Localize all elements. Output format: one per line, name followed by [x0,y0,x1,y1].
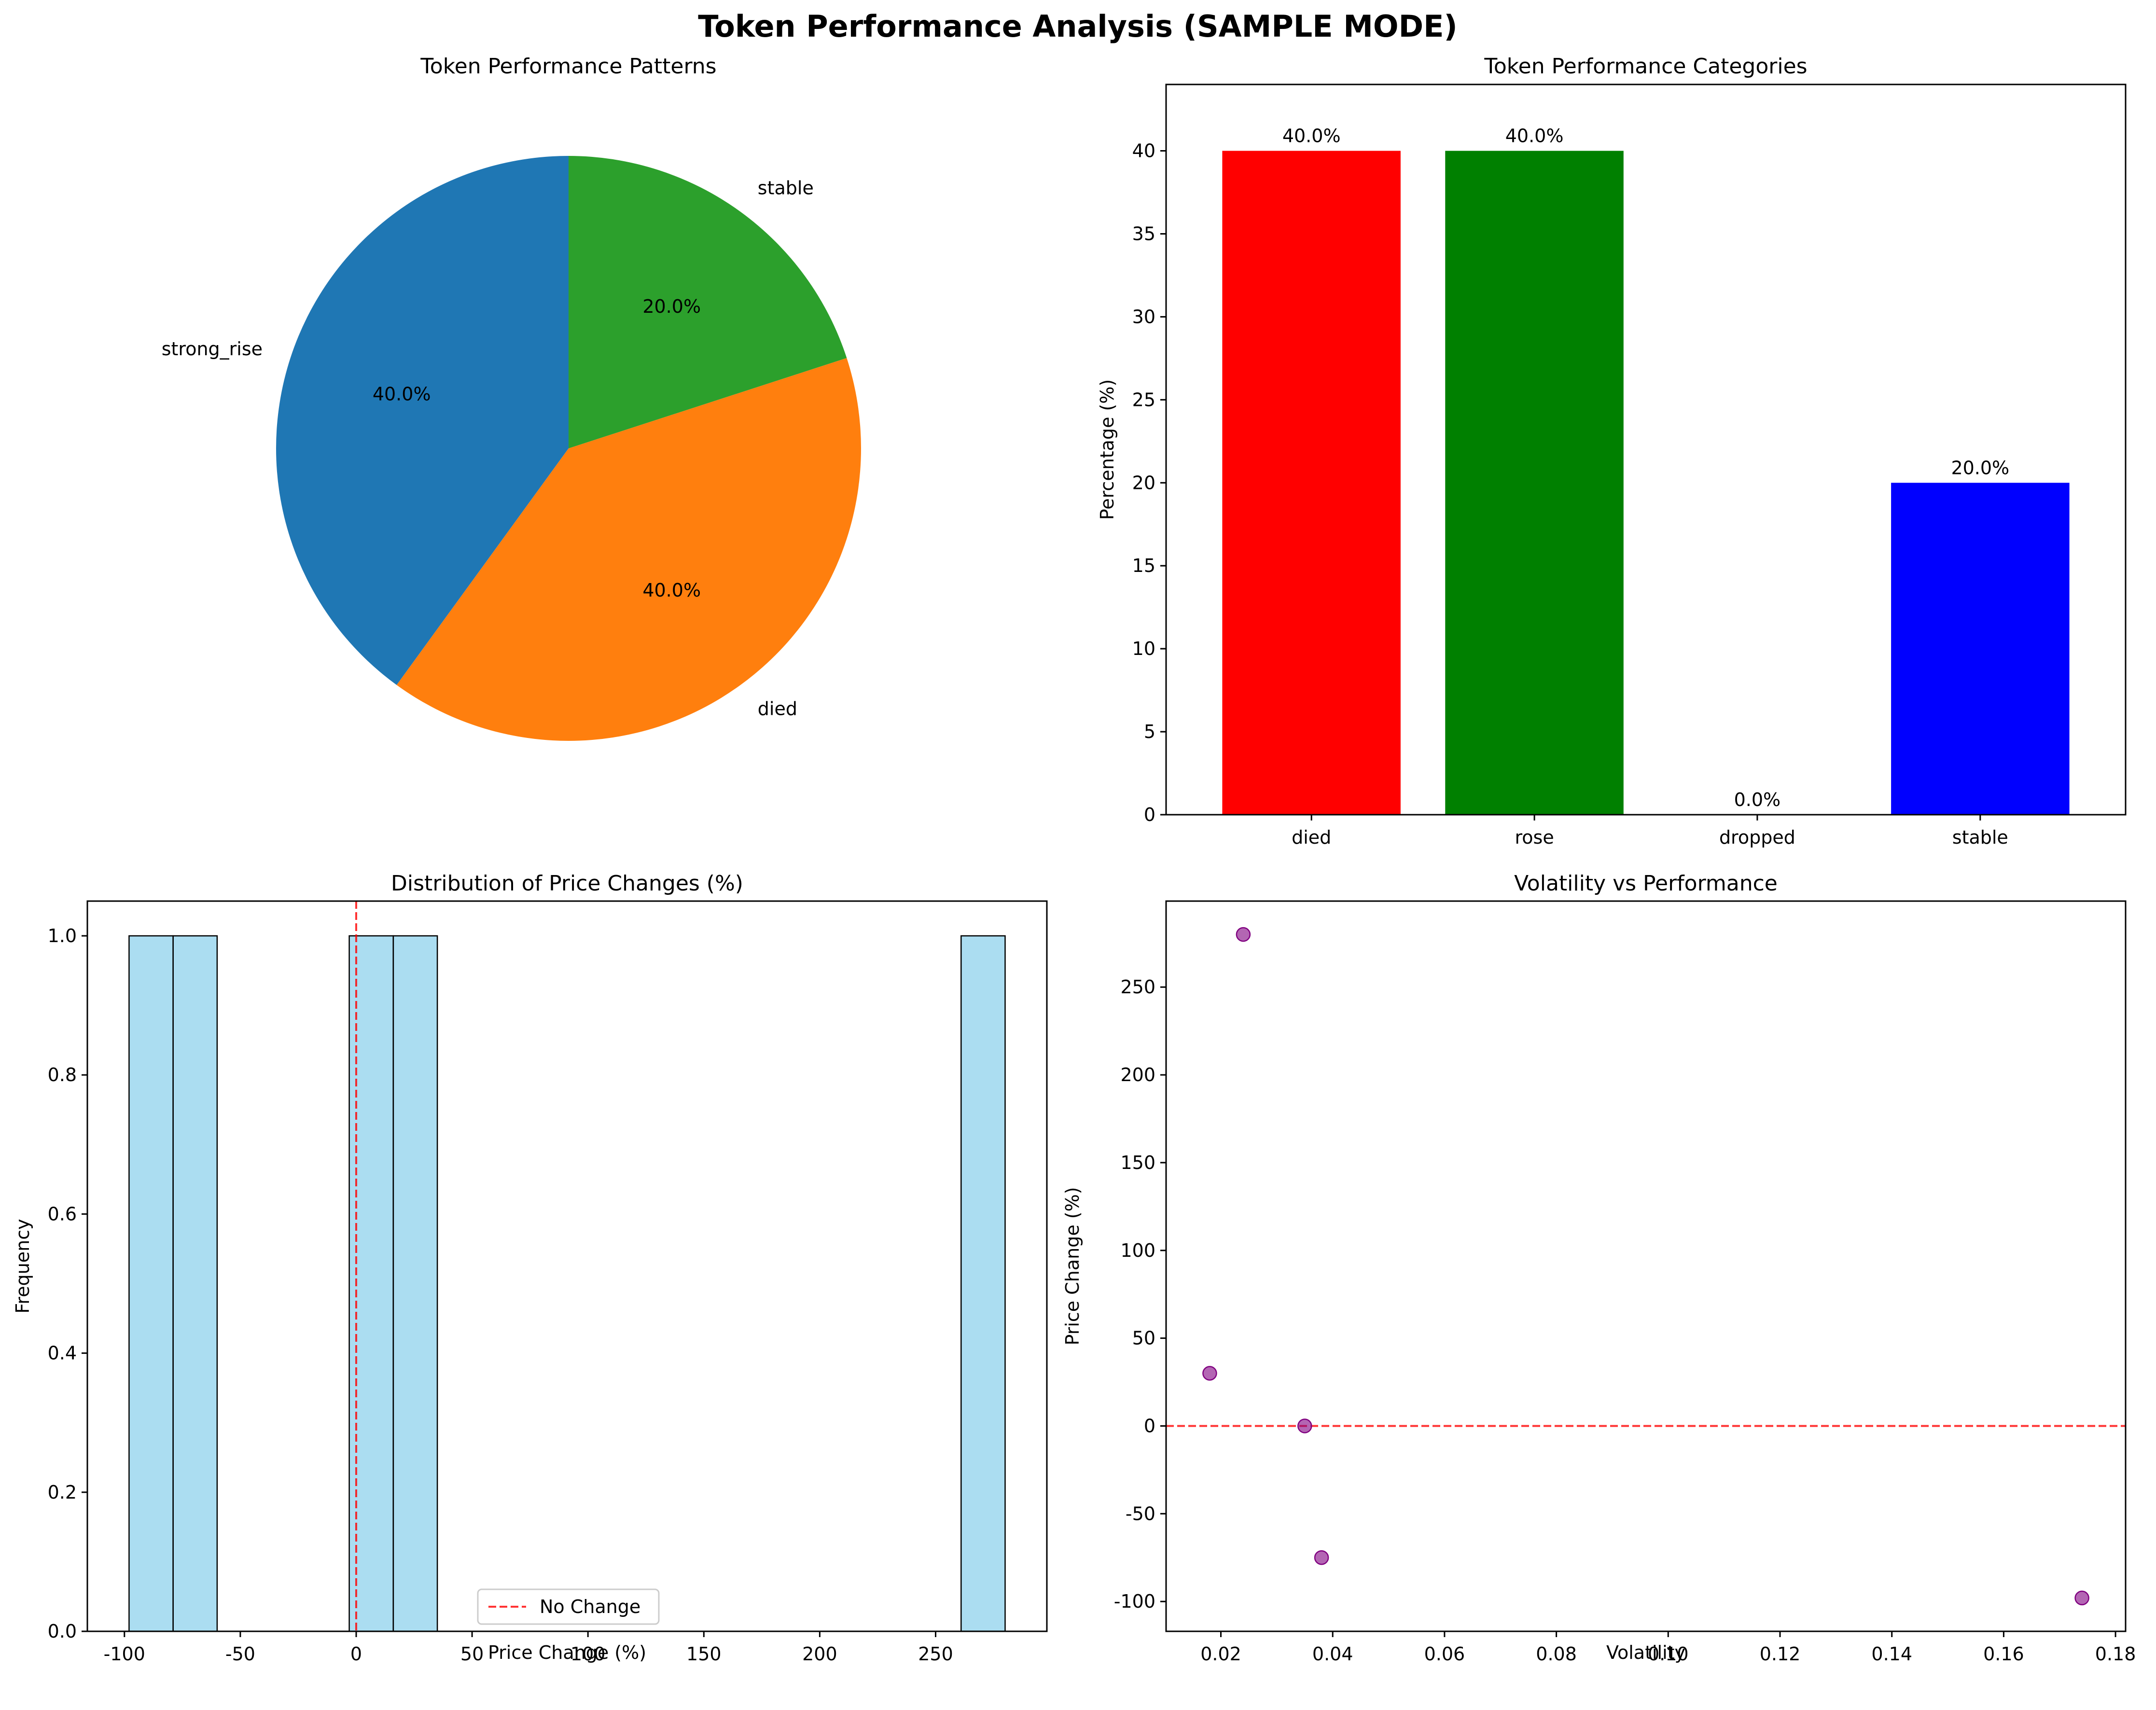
pie-slice-label: stable [758,178,814,199]
x-tick-label: 0.08 [1536,1643,1577,1665]
y-tick-label: 0.8 [48,1064,77,1085]
x-tick-label: 0.06 [1424,1643,1465,1665]
pie-pct-label: 20.0% [642,296,701,317]
histogram-bar [960,935,1006,1632]
y-tick-label: -100 [1114,1591,1155,1612]
x-tick-label: 50 [460,1643,484,1665]
y-tick-label: 20 [1132,472,1155,493]
histogram-legend-box [477,1588,660,1625]
x-tick-label: 150 [686,1643,722,1665]
bar-value-label: 40.0% [1282,125,1341,147]
y-tick-label: 250 [1120,976,1155,998]
bar-axes-frame [1165,83,2127,816]
x-tick-label: 0.04 [1312,1643,1353,1665]
histogram-title: Distribution of Price Changes (%) [391,871,743,896]
x-tick-label: 0.16 [1983,1643,2024,1665]
scatter-axes-frame [1165,900,2127,1632]
y-tick-label: 35 [1132,223,1155,245]
scatter-plot-panel: Volatility vs Performance 0.02 0.04 0.06 0.0… [1062,871,2136,1665]
bar-value-label: 40.0% [1505,125,1564,147]
y-tick-label: 200 [1120,1064,1155,1085]
y-tick-label: 0.4 [48,1343,77,1364]
pie-pct-label: 40.0% [642,580,701,601]
histogram-bar [128,935,174,1632]
x-tick-label: 0.02 [1200,1643,1241,1665]
scatter-point [1202,1366,1217,1381]
x-tick-label: 100 [570,1643,606,1665]
x-tick-label: 0 [350,1643,362,1665]
scatter-point [1314,1550,1329,1565]
figure-suptitle: Token Performance Analysis (SAMPLE MODE) [698,9,1458,44]
x-tick-label: 0.14 [1871,1643,1912,1665]
pie-slice-stable [569,156,847,448]
x-tick-label: 250 [918,1643,953,1665]
y-tick-label: 50 [1132,1328,1155,1349]
y-tick-label: -50 [1126,1503,1155,1524]
y-tick-label: 25 [1132,389,1155,410]
y-tick-label: 150 [1120,1152,1155,1173]
bar-y-axis-label: Percentage (%) [1097,379,1118,520]
histogram-x-axis-label: Price Change (%) [488,1642,646,1663]
x-tick-label: -50 [225,1643,255,1665]
legend-label: No Change [540,1596,640,1617]
x-tick-label: dropped [1719,827,1795,848]
pie-slice-label: strong_rise [162,338,263,360]
bar-value-label: 0.0% [1734,789,1781,810]
histogram-bar [392,935,438,1632]
x-tick-label: 0.18 [2095,1643,2136,1665]
bar-stable [1891,483,2070,815]
pie-slice-label: died [758,698,797,719]
pie-chart-panel: Token Performance Patterns 40.0% strong_ri… [162,54,861,741]
pie-slice-strong_rise [276,156,569,685]
y-tick-label: 1.0 [48,925,77,946]
histogram-panel: Distribution of Price Changes (%) -100 -50… [12,871,1048,1665]
scatter-title: Volatility vs Performance [1514,871,1778,896]
bar-value-label: 20.0% [1951,457,2009,478]
x-tick-label: -100 [104,1643,145,1665]
scatter-y-axis-label: Price Change (%) [1062,1187,1083,1345]
y-tick-label: 0.2 [48,1482,77,1503]
scatter-point [2074,1590,2089,1606]
histogram-axes-frame [86,900,1048,1632]
histogram-bar [172,935,218,1632]
x-tick-label: rose [1515,827,1554,848]
y-tick-label: 40 [1132,140,1155,162]
y-tick-label: 0 [1144,804,1155,825]
x-tick-label: stable [1952,827,2008,848]
y-tick-label: 5 [1144,721,1155,742]
scatter-point [1236,927,1251,942]
pie-slice-died [396,358,861,741]
bar-chart-panel: Token Performance Categories 40.0% died 40.… [1097,54,2127,848]
bar-died [1222,151,1401,815]
x-tick-label: 0.12 [1760,1643,1801,1665]
scatter-x-axis-label: Volatility [1606,1642,1685,1663]
scatter-point [1297,1418,1312,1433]
x-tick-label: died [1292,827,1331,848]
y-tick-label: 0.0 [48,1621,77,1642]
y-tick-label: 0.6 [48,1203,77,1224]
pie-title: Token Performance Patterns [420,54,716,79]
bar-title: Token Performance Categories [1484,54,1807,79]
y-tick-label: 0 [1144,1416,1155,1437]
x-tick-label: 200 [802,1643,837,1665]
histogram-y-axis-label: Frequency [12,1219,33,1313]
pie-pct-label: 40.0% [373,384,431,405]
y-tick-label: 30 [1132,306,1155,327]
y-tick-label: 15 [1132,555,1155,576]
y-tick-label: 100 [1120,1240,1155,1261]
bar-rose [1445,151,1624,815]
x-tick-label: 0.10 [1648,1643,1689,1665]
y-tick-label: 10 [1132,638,1155,659]
